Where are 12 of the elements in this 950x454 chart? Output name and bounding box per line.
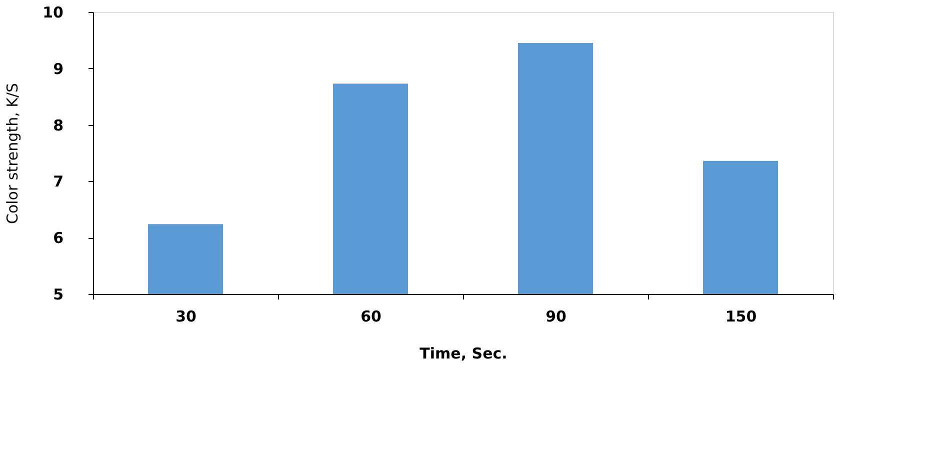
- y-tick-label: 10: [42, 4, 64, 22]
- y-tick-label: 8: [53, 116, 64, 134]
- x-tick-label: 60: [360, 308, 382, 326]
- x-axis-title: Time, Sec.: [420, 344, 508, 362]
- y-tick-label: 7: [53, 172, 64, 191]
- y-axis-title: Color strength, K/S: [4, 82, 22, 224]
- x-tick-label: 150: [725, 308, 757, 326]
- y-tick-label: 9: [53, 60, 64, 78]
- x-tick-label: 30: [176, 308, 196, 326]
- y-tick-label: 6: [53, 229, 64, 248]
- y-tick-label: 5: [53, 286, 64, 304]
- x-tick-label: 90: [546, 308, 566, 326]
